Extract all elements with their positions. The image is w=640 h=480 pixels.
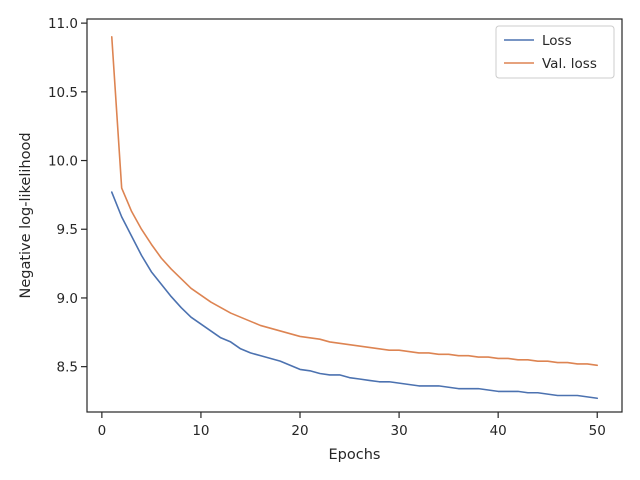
x-axis-label: Epochs — [329, 447, 381, 463]
x-tick-label: 0 — [98, 423, 107, 439]
y-tick-label: 9.0 — [57, 291, 78, 307]
x-tick-label: 20 — [291, 423, 308, 439]
legend-label-0: Loss — [542, 33, 572, 49]
series-line-1 — [110, 36, 599, 367]
axes-frame — [86, 18, 623, 413]
series-line-0 — [110, 191, 599, 400]
axes: 0 10 20 30 40 50 8.5 9.0 9.5 10.0 10.5 11.0 — [48, 16, 623, 439]
x-tick-label: 30 — [390, 423, 407, 439]
x-tick-label: 50 — [589, 423, 606, 439]
plot-area — [87, 19, 622, 412]
plot-background — [87, 19, 622, 412]
x-tick-label: 40 — [490, 423, 507, 439]
legend-box — [495, 25, 615, 79]
y-axis-label: Negative log-likelihood — [18, 132, 34, 298]
legend: Loss Val. loss — [495, 25, 615, 79]
legend-label-1: Val. loss — [542, 56, 597, 72]
x-tick-label: 10 — [192, 423, 209, 439]
y-tick-label: 10.5 — [48, 85, 78, 101]
y-tick-label: 10.0 — [48, 154, 78, 170]
y-tick-label: 8.5 — [57, 360, 78, 376]
series-lines — [110, 36, 599, 400]
y-tick-label: 11.0 — [48, 16, 78, 32]
y-tick-label: 9.5 — [57, 222, 78, 238]
